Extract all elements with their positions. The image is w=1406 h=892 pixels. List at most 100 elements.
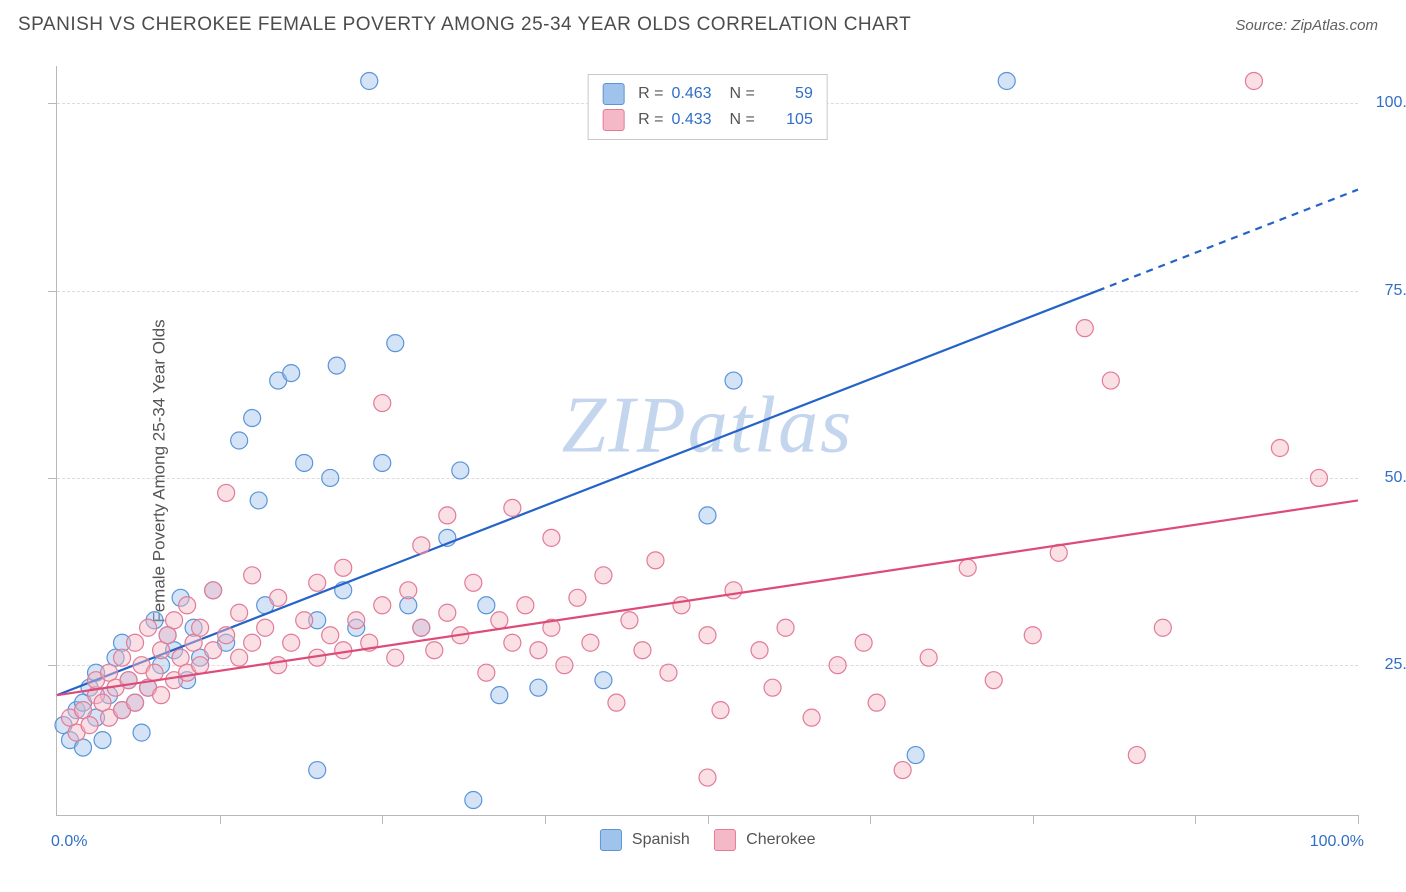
data-point bbox=[374, 395, 391, 412]
data-point bbox=[569, 589, 586, 606]
data-point bbox=[192, 619, 209, 636]
data-point bbox=[270, 657, 287, 674]
data-point bbox=[998, 72, 1015, 89]
trend-line bbox=[57, 291, 1098, 695]
data-point bbox=[244, 567, 261, 584]
data-point bbox=[166, 612, 183, 629]
data-point bbox=[556, 657, 573, 674]
data-point bbox=[1271, 439, 1288, 456]
data-point bbox=[335, 559, 352, 576]
data-point bbox=[296, 454, 313, 471]
data-point bbox=[374, 454, 391, 471]
data-point bbox=[439, 507, 456, 524]
header: SPANISH VS CHEROKEE FEMALE POVERTY AMONG… bbox=[0, 0, 1406, 44]
data-point bbox=[504, 499, 521, 516]
swatch-cherokee-icon bbox=[602, 109, 624, 131]
data-point bbox=[764, 679, 781, 696]
data-point bbox=[127, 634, 144, 651]
data-point bbox=[465, 574, 482, 591]
data-point bbox=[426, 642, 443, 659]
plot-svg bbox=[57, 66, 1358, 815]
data-point bbox=[270, 589, 287, 606]
data-point bbox=[218, 627, 235, 644]
y-tick-label: 75.0% bbox=[1385, 282, 1406, 300]
swatch-spanish-icon bbox=[599, 829, 621, 851]
data-point bbox=[647, 552, 664, 569]
data-point bbox=[1154, 619, 1171, 636]
data-point bbox=[894, 762, 911, 779]
data-point bbox=[400, 582, 417, 599]
y-tick-label: 100.0% bbox=[1376, 94, 1406, 112]
data-point bbox=[322, 627, 339, 644]
data-point bbox=[140, 619, 157, 636]
legend-row-cherokee: R = 0.433 N = 105 bbox=[602, 107, 813, 133]
x-axis-min-label: 0.0% bbox=[51, 833, 87, 851]
data-point bbox=[179, 597, 196, 614]
data-point bbox=[582, 634, 599, 651]
data-point bbox=[985, 672, 1002, 689]
data-point bbox=[257, 619, 274, 636]
chart-container: Female Poverty Among 25-34 Year Olds ZIP… bbox=[18, 50, 1388, 892]
data-point bbox=[608, 694, 625, 711]
series-legend: Spanish Cherokee bbox=[599, 829, 815, 851]
data-point bbox=[751, 642, 768, 659]
data-point bbox=[621, 612, 638, 629]
plot-area: ZIPatlas R = 0.463 N = 59 R = 0.433 N = … bbox=[56, 66, 1358, 816]
data-point bbox=[959, 559, 976, 576]
data-point bbox=[413, 537, 430, 554]
correlation-legend: R = 0.463 N = 59 R = 0.433 N = 105 bbox=[587, 74, 828, 140]
swatch-spanish-icon bbox=[602, 83, 624, 105]
data-point bbox=[309, 762, 326, 779]
data-point bbox=[387, 335, 404, 352]
data-point bbox=[673, 597, 690, 614]
data-point bbox=[283, 365, 300, 382]
chart-title: SPANISH VS CHEROKEE FEMALE POVERTY AMONG… bbox=[18, 14, 911, 36]
data-point bbox=[205, 582, 222, 599]
data-point bbox=[595, 672, 612, 689]
x-axis-max-label: 100.0% bbox=[1310, 833, 1364, 851]
data-point bbox=[114, 649, 131, 666]
data-point bbox=[1076, 320, 1093, 337]
data-point bbox=[491, 687, 508, 704]
data-point bbox=[309, 574, 326, 591]
data-point bbox=[244, 410, 261, 427]
data-point bbox=[543, 529, 560, 546]
data-point bbox=[1102, 372, 1119, 389]
data-point bbox=[465, 792, 482, 809]
data-point bbox=[439, 604, 456, 621]
data-point bbox=[491, 612, 508, 629]
data-point bbox=[517, 597, 534, 614]
data-point bbox=[205, 642, 222, 659]
data-point bbox=[634, 642, 651, 659]
data-point bbox=[712, 702, 729, 719]
data-point bbox=[374, 597, 391, 614]
data-point bbox=[250, 492, 267, 509]
y-tick-label: 25.0% bbox=[1385, 656, 1406, 674]
data-point bbox=[231, 432, 248, 449]
data-point bbox=[478, 664, 495, 681]
swatch-cherokee-icon bbox=[714, 829, 736, 851]
legend-item-cherokee: Cherokee bbox=[714, 829, 816, 851]
data-point bbox=[81, 717, 98, 734]
data-point bbox=[94, 732, 111, 749]
data-point bbox=[478, 597, 495, 614]
data-point bbox=[868, 694, 885, 711]
data-point bbox=[1310, 469, 1327, 486]
data-point bbox=[387, 649, 404, 666]
data-point bbox=[920, 649, 937, 666]
data-point bbox=[218, 484, 235, 501]
legend-item-spanish: Spanish bbox=[599, 829, 689, 851]
data-point bbox=[1128, 747, 1145, 764]
source-attribution: Source: ZipAtlas.com bbox=[1235, 17, 1378, 34]
y-tick-label: 50.0% bbox=[1385, 469, 1406, 487]
legend-row-spanish: R = 0.463 N = 59 bbox=[602, 81, 813, 107]
data-point bbox=[1024, 627, 1041, 644]
data-point bbox=[244, 634, 261, 651]
data-point bbox=[283, 634, 300, 651]
data-point bbox=[699, 769, 716, 786]
data-point bbox=[504, 634, 521, 651]
data-point bbox=[725, 372, 742, 389]
data-point bbox=[530, 642, 547, 659]
data-point bbox=[153, 687, 170, 704]
data-point bbox=[413, 619, 430, 636]
